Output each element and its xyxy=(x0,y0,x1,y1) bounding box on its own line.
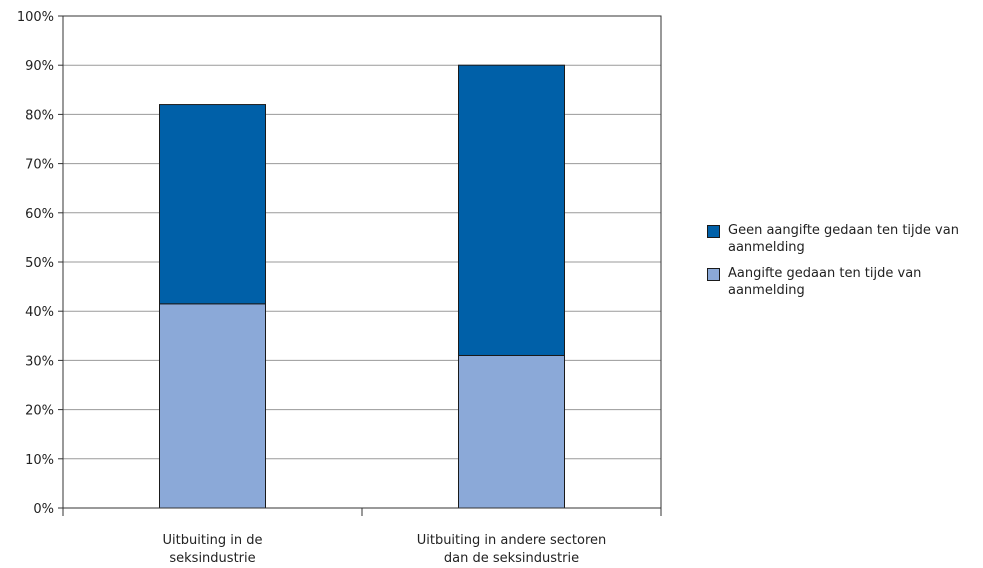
x-tick-label: Uitbuiting in de xyxy=(163,533,263,548)
y-tick-label: 20% xyxy=(25,404,54,419)
legend-label-no-report-line2: aanmelding xyxy=(728,240,805,255)
y-tick-labels: 0% 10% 20% 30% 40% 50% 60% 70% 80% 90% 100% xyxy=(17,10,54,517)
y-tick-label: 80% xyxy=(25,108,54,123)
y-tick-label: 40% xyxy=(25,305,54,320)
y-tick-label: 10% xyxy=(25,453,54,468)
legend-label-report-line1: Aangifte gedaan ten tijde van xyxy=(728,266,922,281)
legend-label-no-report: Geen aangifte gedaan ten tijde van aanme… xyxy=(728,222,959,256)
legend-label-report-line2: aanmelding xyxy=(728,283,805,298)
y-tick-label: 30% xyxy=(25,354,54,369)
legend-label-report: Aangifte gedaan ten tijde van aanmelding xyxy=(728,265,921,299)
gridlines xyxy=(63,15,661,460)
legend-item-no-report: Geen aangifte gedaan ten tijde van aanme… xyxy=(707,222,977,256)
bar-segment xyxy=(159,303,266,509)
x-tick-label: dan de seksindustrie xyxy=(444,551,579,566)
bar-segment xyxy=(458,354,565,509)
y-tick-label: 100% xyxy=(17,10,54,25)
legend-label-no-report-line1: Geen aangifte gedaan ten tijde van xyxy=(728,223,959,238)
axes xyxy=(58,15,662,516)
legend: Geen aangifte gedaan ten tijde van aanme… xyxy=(707,222,977,308)
x-tick-label: seksindustrie xyxy=(169,551,255,566)
x-tick-label: Uitbuiting in andere sectoren xyxy=(417,533,607,548)
y-tick-label: 0% xyxy=(33,502,54,517)
y-tick-label: 90% xyxy=(25,59,54,74)
y-tick-label: 60% xyxy=(25,207,54,222)
legend-item-report: Aangifte gedaan ten tijde van aanmelding xyxy=(707,265,977,299)
y-tick-label: 50% xyxy=(25,256,54,271)
legend-swatch-report xyxy=(707,268,720,281)
legend-swatch-no-report xyxy=(707,225,720,238)
bar-segment xyxy=(458,64,565,356)
bar-segment xyxy=(159,104,266,305)
y-tick-label: 70% xyxy=(25,158,54,173)
x-tick-labels: Uitbuiting in de seksindustrie Uitbuiting … xyxy=(163,533,607,566)
bars xyxy=(159,64,565,509)
